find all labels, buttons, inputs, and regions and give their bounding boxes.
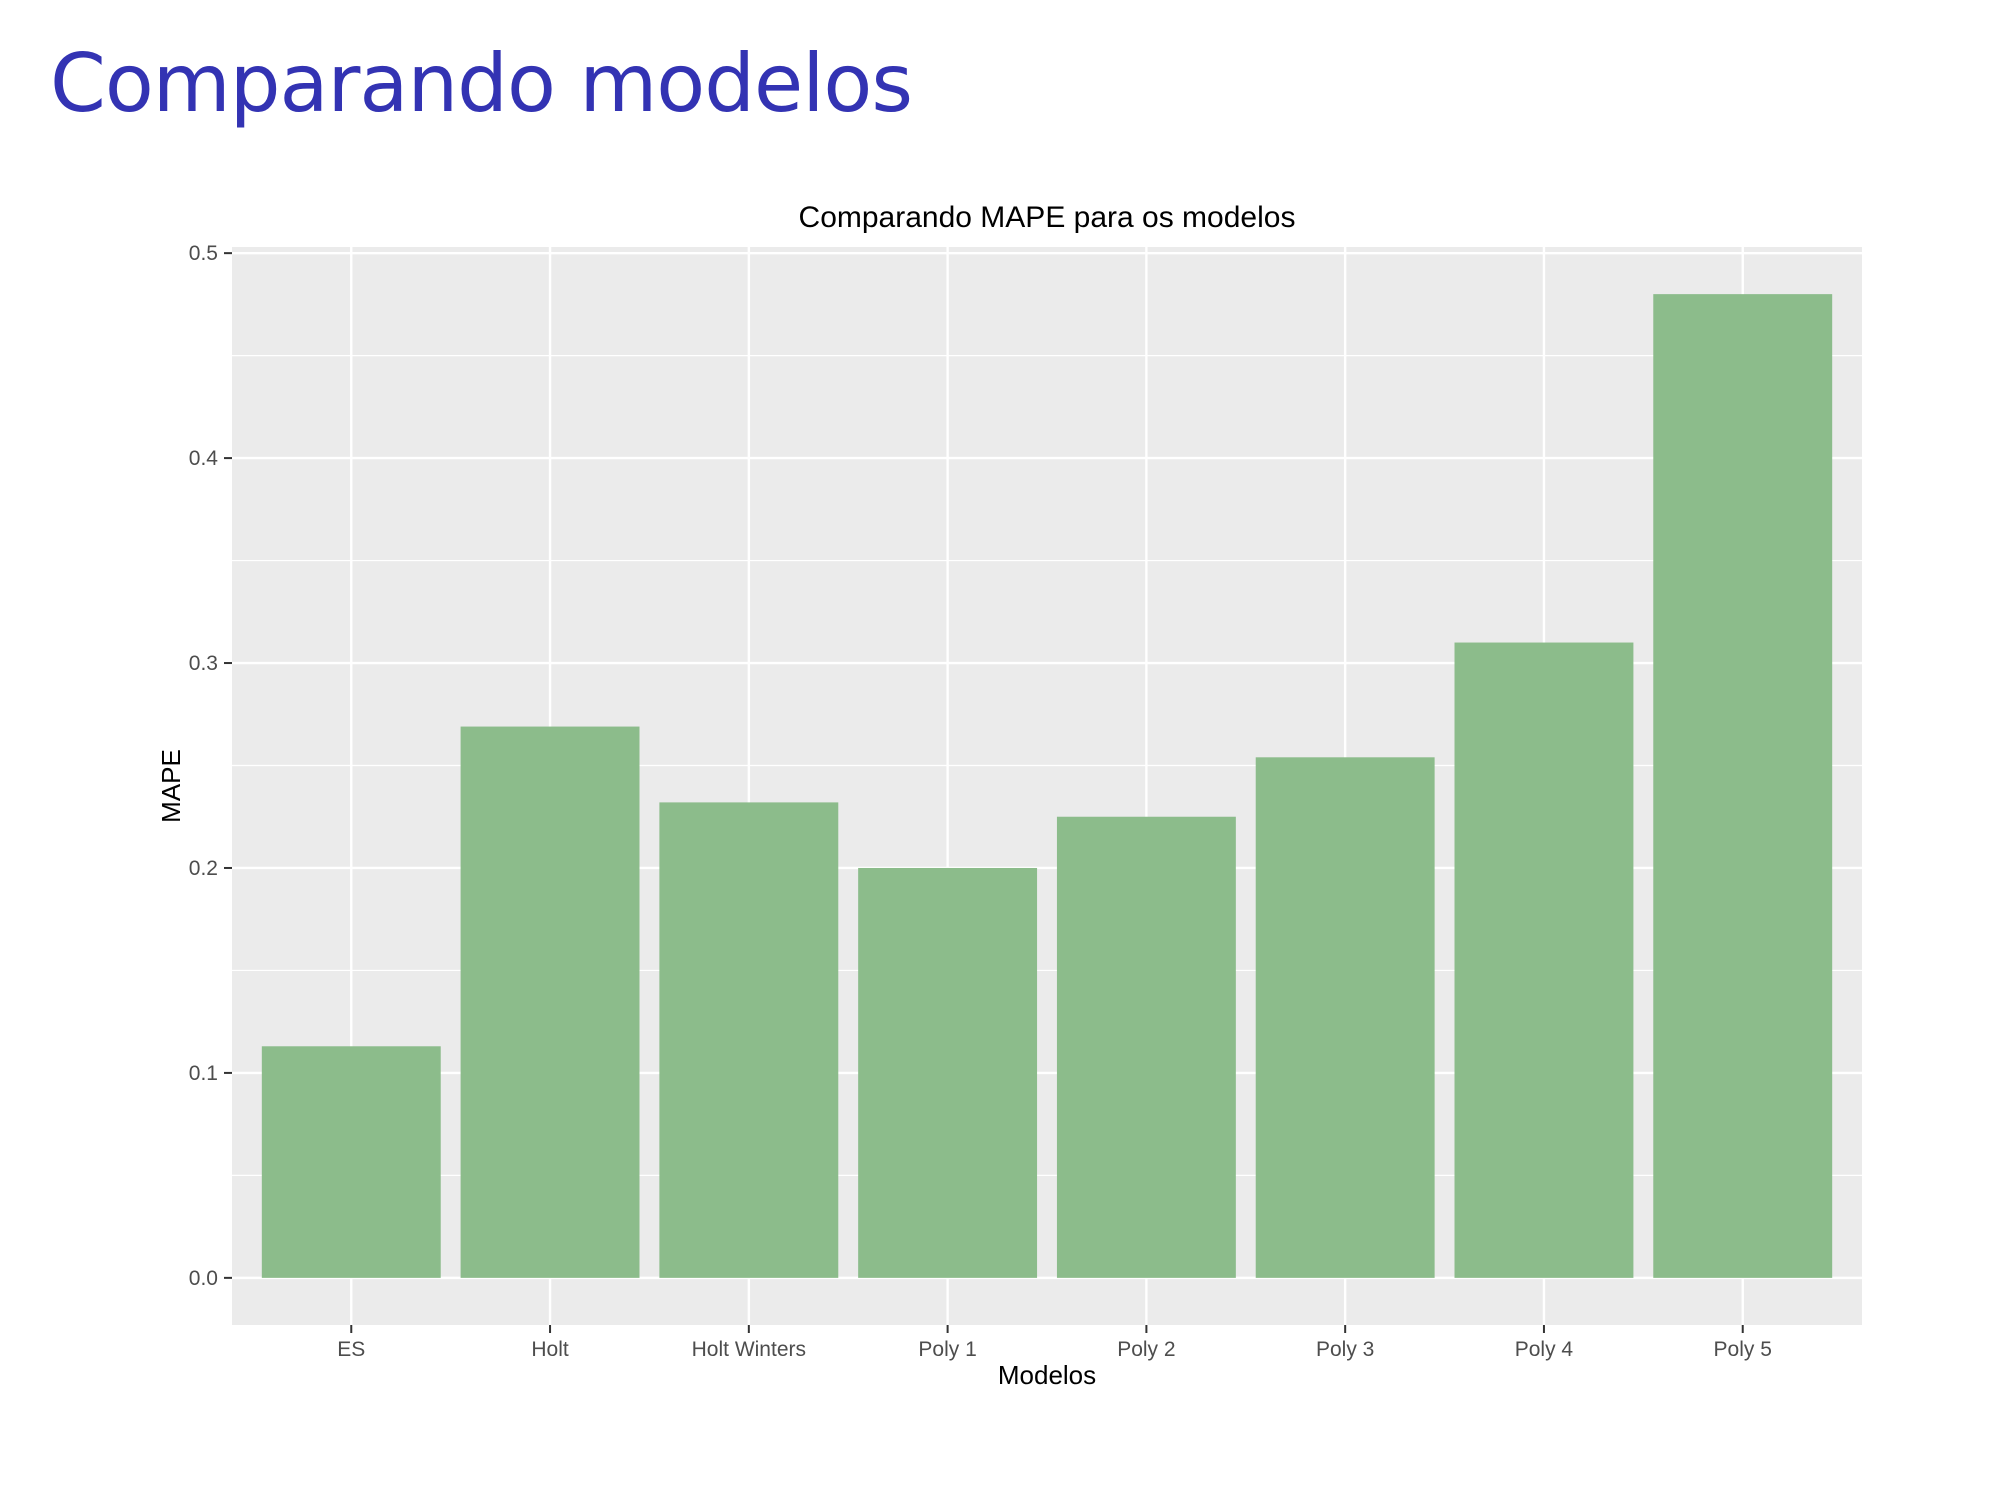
bar-holt-winters xyxy=(659,802,839,1278)
bar-poly-3 xyxy=(1255,757,1435,1278)
x-tick-label: Poly 4 xyxy=(1515,1338,1574,1361)
y-tick-label: 0.0 xyxy=(189,1267,218,1290)
bar-poly-1 xyxy=(858,867,1038,1278)
bar-poly-4 xyxy=(1454,642,1634,1278)
x-tick-label: Poly 1 xyxy=(918,1338,976,1361)
y-tick-label: 0.2 xyxy=(189,857,218,880)
x-axis-title: Modelos xyxy=(998,1360,1096,1390)
x-tick-label: ES xyxy=(337,1338,365,1361)
chart-title: Comparando MAPE para os modelos xyxy=(799,201,1296,234)
bars xyxy=(261,294,1833,1278)
x-tick-label: Holt xyxy=(531,1338,569,1361)
x-tick-label: Poly 3 xyxy=(1316,1338,1374,1361)
x-axis: ES Holt Holt Winters Poly 1 Poly 2 Poly 3 Poly… xyxy=(337,1325,1772,1361)
y-axis: 0.0 0.1 0.2 0.3 0.4 0.5 xyxy=(189,242,232,1290)
x-tick-label: Poly 5 xyxy=(1714,1338,1772,1361)
y-tick-label: 0.3 xyxy=(189,652,218,675)
bar-poly-5 xyxy=(1653,294,1833,1278)
y-axis-title: MAPE xyxy=(156,749,186,823)
bar-poly-2 xyxy=(1056,816,1236,1278)
bar-holt xyxy=(460,726,640,1278)
x-tick-label: Poly 2 xyxy=(1117,1338,1175,1361)
y-tick-label: 0.1 xyxy=(189,1062,218,1085)
y-tick-label: 0.4 xyxy=(189,447,219,470)
bar-es xyxy=(261,1046,441,1278)
y-tick-label: 0.5 xyxy=(189,242,218,265)
x-tick-label: Holt Winters xyxy=(692,1338,806,1361)
slide-title: Comparando modelos xyxy=(50,37,913,130)
